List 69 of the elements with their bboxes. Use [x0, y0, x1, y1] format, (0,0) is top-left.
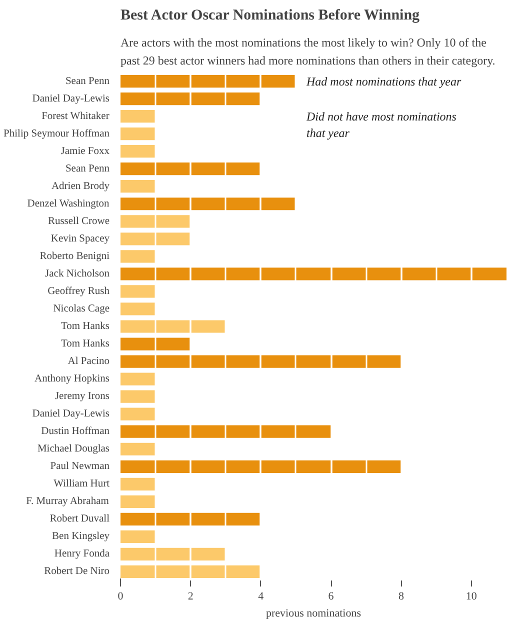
bar: [120, 145, 156, 158]
y-tick-label: Robert De Niro: [44, 566, 110, 578]
bar: [120, 285, 156, 298]
bar: [120, 92, 261, 106]
y-tick-label: Sean Penn: [65, 76, 110, 87]
text: Did not have most nominations that year: [305, 109, 457, 140]
y-tick-label: Jamie Foxx: [60, 146, 110, 157]
y-tick-label: Ben Kingsley: [52, 531, 110, 542]
y-tick-label: Sean Penn: [65, 163, 110, 174]
x-tick-label: 10: [466, 590, 478, 602]
y-tick-label: Henry Fonda: [54, 548, 110, 560]
x-axis-title: previous nominations: [266, 608, 362, 620]
bar: [120, 215, 191, 228]
bar: [120, 565, 261, 578]
bar: [120, 232, 191, 246]
y-tick-label: Jack Nicholson: [45, 268, 110, 280]
y-tick-label: Nicolas Cage: [53, 303, 110, 314]
bar: [120, 110, 156, 123]
bar: [120, 320, 226, 333]
x-tick-label: 4: [258, 590, 264, 602]
bar: [120, 390, 156, 403]
bar: [120, 338, 191, 350]
y-tick-label: William Hurt: [54, 478, 110, 490]
y-tick-label: Robert Duvall: [50, 514, 110, 525]
y-tick-label: F. Murray Abraham: [26, 496, 109, 508]
bar: [120, 442, 156, 456]
bar: [120, 548, 226, 561]
y-tick-label: Russell Crowe: [48, 216, 110, 227]
bar: [120, 355, 402, 368]
y-tick-label: Michael Douglas: [37, 444, 110, 455]
y-tick-label: Daniel Day-Lewis: [32, 408, 110, 420]
bar: [120, 372, 156, 386]
bar: [120, 408, 156, 420]
bar: [120, 425, 332, 438]
y-tick-label: Tom Hanks: [60, 338, 110, 350]
bar: [120, 128, 156, 140]
bar: [120, 198, 296, 210]
bar: [120, 495, 156, 508]
y-tick-label: Philip Seymour Hoffman: [4, 128, 110, 140]
series-label: Had most nominations that year: [305, 74, 462, 88]
x-tick-label: 0: [118, 590, 124, 602]
y-tick-label: Jeremy Irons: [54, 391, 110, 402]
y-tick-label: Anthony Hopkins: [34, 374, 110, 385]
y-tick-label: Roberto Benigni: [40, 250, 110, 262]
y-tick-label: Dustin Hoffman: [41, 426, 110, 438]
x-tick-label: 6: [328, 590, 334, 602]
bar: [120, 530, 156, 544]
chart-subtitle: Are actors with the most nominations the most likely to win? Only 10 of the past 29 best actor winners had more nominations than others in their category.: [120, 35, 496, 68]
bar: [120, 268, 506, 280]
chart-title: Best Actor Oscar Nominations Before Winning: [120, 8, 420, 24]
bar: [120, 250, 156, 263]
bar: [120, 512, 261, 526]
y-tick-label: Daniel Day-Lewis: [32, 93, 110, 104]
y-tick-label: Geoffrey Rush: [48, 286, 110, 297]
y-tick-label: Adrien Brody: [51, 180, 110, 192]
bar: [120, 302, 156, 316]
bar: [120, 74, 296, 88]
y-tick-label: Paul Newman: [50, 461, 110, 472]
bar: [120, 162, 261, 176]
y-tick-label: Al Pacino: [68, 356, 110, 368]
y-tick-label: Denzel Washington: [27, 198, 110, 210]
bar: [120, 460, 402, 473]
bar: [120, 478, 156, 490]
bar: [120, 180, 156, 193]
y-tick-label: Forest Whitaker: [42, 110, 110, 122]
x-tick-label: 8: [398, 590, 404, 602]
y-tick-label: Tom Hanks: [60, 321, 110, 332]
x-tick-label: 2: [188, 590, 194, 602]
y-tick-label: Kevin Spacey: [50, 233, 110, 244]
